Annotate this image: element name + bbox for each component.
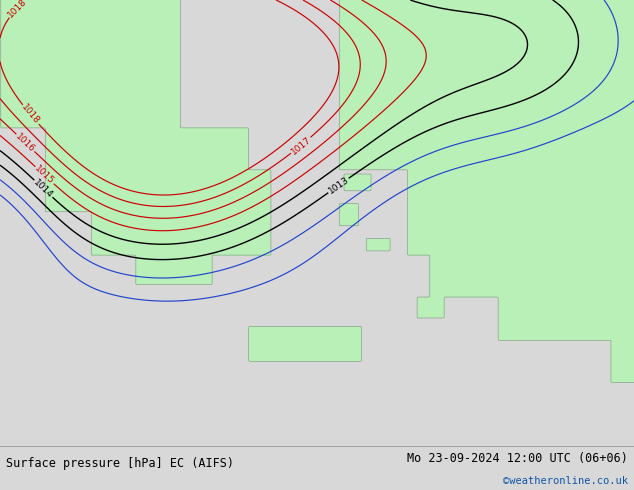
Text: 1016: 1016 <box>14 132 37 154</box>
Text: Mo 23-09-2024 12:00 UTC (06+06): Mo 23-09-2024 12:00 UTC (06+06) <box>407 452 628 465</box>
Text: ©weatheronline.co.uk: ©weatheronline.co.uk <box>503 476 628 486</box>
Text: 1017: 1017 <box>289 135 313 156</box>
Text: 1015: 1015 <box>33 164 56 186</box>
Text: 1018: 1018 <box>6 0 29 20</box>
Text: 1014: 1014 <box>32 177 55 200</box>
Text: Surface pressure [hPa] EC (AIFS): Surface pressure [hPa] EC (AIFS) <box>6 457 235 469</box>
Text: 1018: 1018 <box>20 103 41 126</box>
Text: 1013: 1013 <box>327 175 351 196</box>
